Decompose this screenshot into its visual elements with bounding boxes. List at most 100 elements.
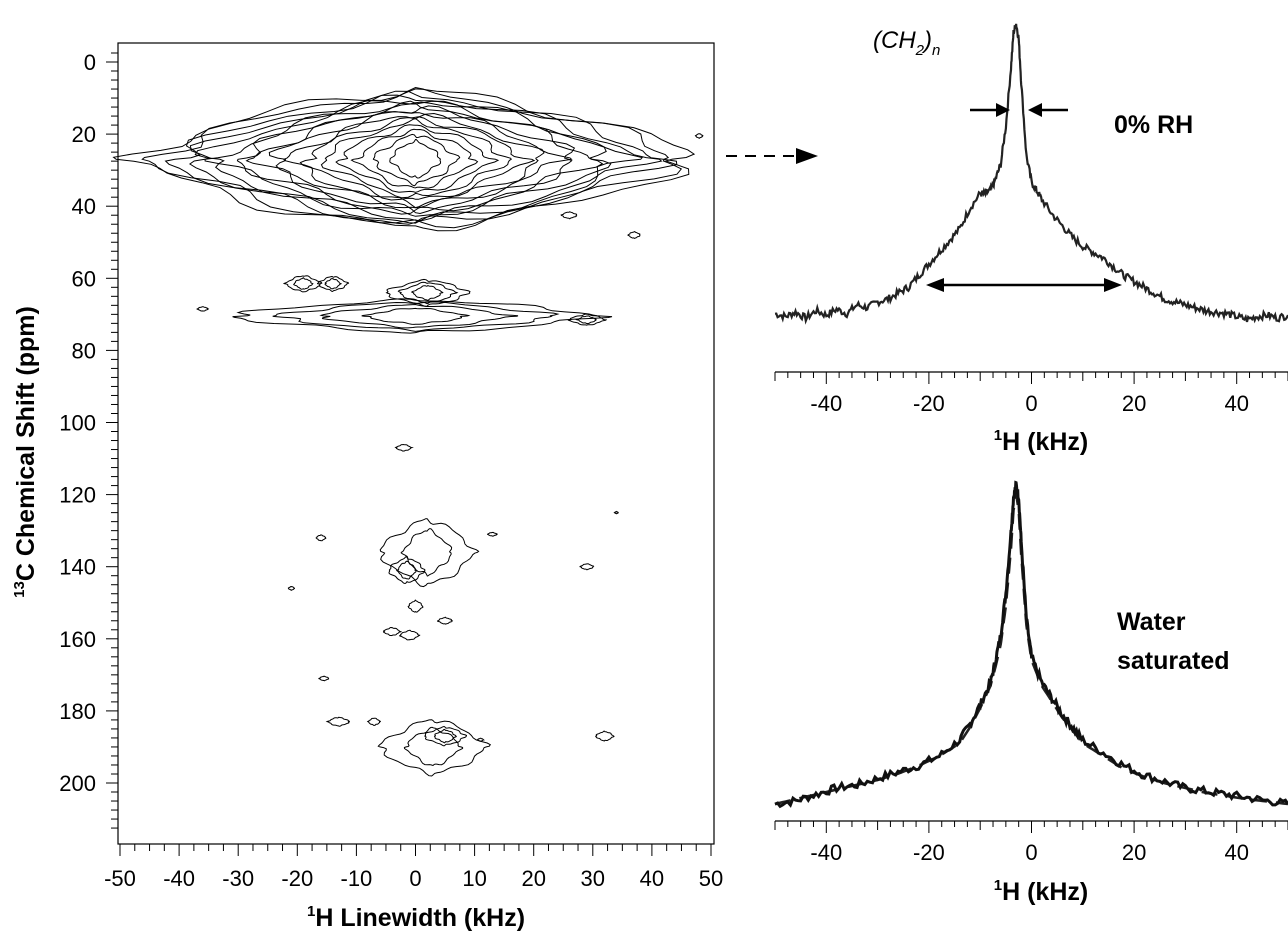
slice-x-tick-label: 20 (1122, 391, 1146, 416)
contour-y-tick-label: 200 (59, 771, 96, 796)
slice-x-tick-label: -20 (913, 391, 945, 416)
contour-x-tick-label: 50 (699, 866, 723, 891)
contour-line (486, 531, 498, 537)
contour-line (204, 100, 612, 217)
contour-y-tick-label: 180 (59, 699, 96, 724)
contour-line (112, 88, 696, 232)
contour-line (627, 231, 641, 239)
contour-plot: -50 -40 -30 -20 -10 0 10 20 30 40 50 0 20 40 60 80 100 1… (11, 42, 723, 932)
contour-line (236, 100, 604, 215)
contour-line (411, 285, 444, 301)
contour-line (372, 133, 461, 187)
bottom-slice-curve (774, 480, 1288, 809)
contour-line (268, 111, 573, 209)
dashed-connector-arrow (726, 148, 818, 164)
contour-line (287, 586, 295, 592)
contour-line (424, 726, 467, 747)
contour-y-tick-label: 100 (59, 411, 96, 436)
contour-line (324, 278, 343, 290)
contour-line (377, 719, 492, 777)
contour-y-tick-label: 80 (72, 338, 96, 363)
contour-peaks (112, 86, 704, 777)
bottom-slice-x-axis-title: 1H (kHz) (994, 877, 1088, 906)
contour-x-axis: -50 -40 -30 -20 -10 0 10 20 30 40 50 (104, 844, 723, 891)
slice-x-tick-label: 40 (1224, 391, 1248, 416)
bottom-slice-x-axis: -40 -20 0 20 40 (774, 821, 1288, 865)
contour-x-axis-title: 1H Linewidth (kHz) (307, 903, 525, 932)
condition-label-saturated: saturated (1117, 647, 1230, 675)
contour-line (403, 726, 464, 766)
contour-line (407, 599, 424, 613)
narrow-linewidth-arrows (970, 103, 1068, 117)
contour-line (282, 112, 545, 209)
contour-y-tick-label: 60 (72, 266, 96, 291)
condition-label-0-rh: 0% RH (1114, 111, 1193, 139)
contour-x-tick-label: -10 (341, 866, 373, 891)
contour-line (382, 627, 402, 637)
contour-y-tick-label: 40 (72, 194, 96, 219)
contour-y-tick-label: 0 (84, 50, 96, 75)
contour-line (141, 86, 683, 229)
contour-line (399, 629, 421, 641)
contour-x-tick-label: 30 (581, 866, 605, 891)
contour-line (299, 116, 536, 201)
contour-x-tick-label: -30 (222, 866, 254, 891)
contour-line (232, 298, 613, 334)
contour-line (335, 124, 500, 193)
top-slice-x-axis: -40 -20 0 20 40 (774, 372, 1288, 416)
top-slice-curve (774, 23, 1288, 325)
contour-line (389, 139, 442, 179)
condition-label-water: Water (1117, 608, 1186, 636)
contour-line (567, 313, 608, 326)
contour-line (388, 556, 426, 585)
peak-label-ch2n: (CH2)n (873, 27, 940, 59)
slice-x-tick-label: 0 (1025, 840, 1037, 865)
contour-y-axis-title: 13C Chemical Shift (ppm) (11, 306, 40, 598)
contour-line (379, 518, 480, 588)
contour-line (320, 117, 512, 199)
contour-x-tick-label: 20 (521, 866, 545, 891)
contour-line (476, 737, 485, 742)
contour-line (613, 510, 619, 515)
contour-x-tick-label: 40 (640, 866, 664, 891)
contour-line (245, 105, 576, 215)
contour-y-tick-label: 140 (59, 555, 96, 580)
contour-x-tick-label: 0 (409, 866, 421, 891)
contour-line (194, 100, 644, 222)
contour-line (575, 315, 597, 325)
contour-line (350, 128, 479, 189)
contour-line (316, 275, 350, 293)
contour-line (560, 211, 578, 220)
contour-line (396, 560, 417, 580)
slice-x-tick-label: -40 (810, 391, 842, 416)
contour-line (385, 278, 471, 307)
contour-line (164, 90, 678, 225)
contour-line (579, 563, 595, 571)
contour-y-tick-label: 20 (72, 122, 96, 147)
contour-line (272, 301, 560, 332)
contour-line (319, 303, 519, 329)
contour-y-tick-label: 120 (59, 483, 96, 508)
slice-x-tick-label: 0 (1025, 391, 1037, 416)
contour-x-tick-label: 10 (462, 866, 486, 891)
contour-plot-frame (117, 42, 715, 845)
contour-line (394, 443, 414, 452)
broad-linewidth-arrow (926, 278, 1122, 292)
contour-line (361, 307, 471, 325)
contour-y-axis: 0 20 40 60 80 100 120 140 160 180 200 (59, 50, 118, 829)
contour-line (196, 306, 210, 312)
contour-line (694, 133, 704, 139)
slice-x-tick-label: -40 (810, 840, 842, 865)
contour-line (325, 716, 351, 727)
slice-x-tick-label: 20 (1122, 840, 1146, 865)
contour-line (366, 717, 382, 726)
contour-line (318, 675, 330, 682)
bottom-slice-plot: -40 -20 0 20 40 1H (kHz) Water saturated (774, 480, 1288, 906)
contour-line (400, 528, 453, 577)
contour-line (436, 616, 454, 625)
contour-line (282, 275, 323, 293)
contour-line (293, 277, 314, 290)
slice-x-tick-label: -20 (913, 840, 945, 865)
top-slice-plot: -40 -20 0 20 40 1H (kHz) (CH2)n 0% RH (774, 23, 1288, 456)
